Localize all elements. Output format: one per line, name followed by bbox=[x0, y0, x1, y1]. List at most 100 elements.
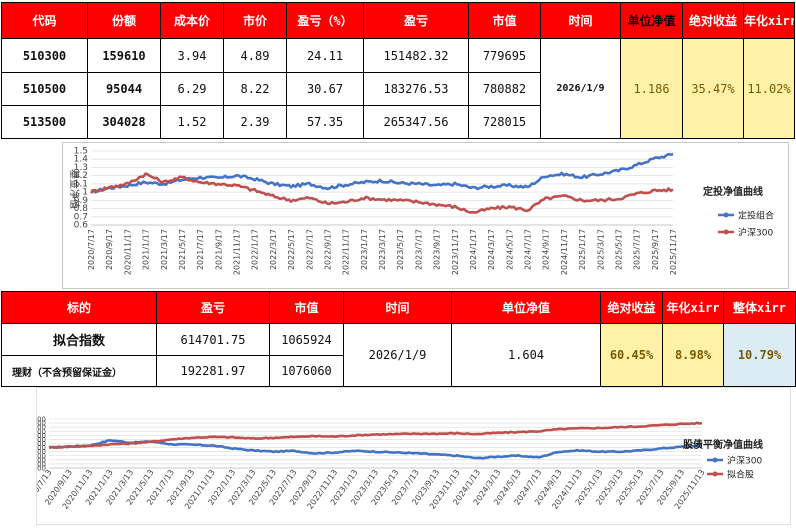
cell-xirr: 8.98% bbox=[662, 323, 724, 387]
cell-price: 2.39 bbox=[223, 105, 287, 139]
x-tick-label: 2023/5/17 bbox=[396, 229, 405, 270]
cell-pnl: 183276.53 bbox=[363, 72, 469, 106]
cell-pnl: 265347.56 bbox=[363, 105, 469, 139]
x-tick-label: 2024/9/17 bbox=[542, 229, 551, 270]
legend-marker bbox=[723, 229, 729, 235]
x-tick-label: 2022/7/17 bbox=[305, 229, 314, 270]
x-tick-label: 2021/3/17 bbox=[160, 229, 169, 270]
y-tick-label: 0.7 bbox=[74, 212, 88, 222]
legend-label: 沪深300 bbox=[738, 227, 773, 239]
x-tick-label: 2023/9/17 bbox=[433, 229, 442, 270]
cell-pnl: 192281.97 bbox=[156, 355, 270, 387]
cell-mv: 1065924 bbox=[269, 323, 344, 356]
x-tick-label: 2025/7/17 bbox=[633, 229, 642, 270]
y-tick-label: 1.4 bbox=[74, 155, 89, 165]
x-tick-label: 2023/1/17 bbox=[360, 229, 369, 270]
y-tick-label: 1.1 bbox=[74, 179, 88, 189]
table-row: 510300 159610 3.94 4.89 24.11 151482.32 … bbox=[1, 38, 795, 139]
x-tick-label: 2021/11/17 bbox=[233, 229, 242, 275]
legend-label: 拟合股 bbox=[727, 469, 754, 481]
cell-time: 2026/1/9 bbox=[343, 323, 452, 387]
series-line-1 bbox=[90, 152, 674, 194]
cell-unit-nav: 1.604 bbox=[451, 323, 601, 387]
x-tick-label: 2025/3/17 bbox=[596, 229, 605, 270]
x-tick-label: 2024/11/17 bbox=[560, 229, 569, 275]
x-tick-label: 2025/11/17 bbox=[669, 229, 678, 275]
header-time: 时间 bbox=[343, 291, 452, 324]
cell-mv: 779695 bbox=[468, 38, 541, 73]
x-tick-label: 2025/9/17 bbox=[651, 229, 660, 270]
x-tick-label: 2021/9/17 bbox=[214, 229, 223, 270]
x-tick-label: 2024/7/17 bbox=[524, 229, 533, 270]
x-tick-label: 2022/9/17 bbox=[323, 229, 332, 270]
x-tick-label: 2021/5/17 bbox=[178, 229, 187, 270]
header-xirr: 年化xirr bbox=[662, 291, 724, 324]
table-row: 理财（不含预留保证金） 192281.97 1076060 bbox=[1, 355, 796, 387]
y-tick-label: 1.5 bbox=[74, 147, 88, 157]
header-code: 代码 bbox=[1, 2, 88, 39]
cell-target: 理财（不含预留保证金） bbox=[1, 355, 157, 387]
header-pnl: 盈亏 bbox=[363, 2, 469, 39]
header-mv: 市值 bbox=[269, 291, 344, 324]
cell-pnl: 614701.75 bbox=[156, 323, 270, 356]
table-header-row: 代码 份额 成本价 市价 盈亏（%） 盈亏 市值 时间 单位净值 绝对收益 年化… bbox=[1, 2, 795, 39]
header-target: 标的 bbox=[1, 291, 157, 324]
cell-mv: 1076060 bbox=[269, 355, 344, 387]
legend-marker bbox=[723, 212, 729, 218]
y-axis-title: 基金净值 bbox=[68, 169, 81, 209]
x-tick-label: 2024/1/17 bbox=[469, 229, 478, 270]
header-mv: 市值 bbox=[468, 2, 541, 39]
x-tick-label: 2022/5/17 bbox=[287, 229, 296, 270]
series-line-2 bbox=[90, 172, 674, 214]
cell-cost: 1.52 bbox=[160, 105, 224, 139]
legend-marker bbox=[712, 457, 718, 463]
chart-balanced-nav-svg: 1.70001.60001.50001.40001.30001.20001.10… bbox=[22, 416, 764, 511]
cell-time: 2026/1/9 bbox=[540, 38, 621, 139]
legend-label: 定投组合 bbox=[738, 210, 774, 222]
header-time: 时间 bbox=[540, 2, 621, 39]
x-tick-label: 2020/9/17 bbox=[105, 229, 114, 270]
cell-shares: 95044 bbox=[87, 72, 161, 106]
table-row: 513500 304028 1.52 2.39 57.35 265347.56 … bbox=[1, 105, 795, 139]
cell-pnl: 151482.32 bbox=[363, 38, 469, 73]
summary-table: 标的 盈亏 市值 时间 单位净值 绝对收益 年化xirr 整体xirr 拟合指数… bbox=[1, 291, 796, 387]
x-tick-label: 2023/7/17 bbox=[414, 229, 423, 270]
cell-mv: 728015 bbox=[468, 105, 541, 139]
cell-code: 513500 bbox=[1, 105, 88, 139]
cell-target: 拟合指数 bbox=[1, 323, 157, 356]
cell-cost: 6.29 bbox=[160, 72, 224, 106]
x-tick-label: 2025/1/17 bbox=[578, 229, 587, 270]
cell-cost: 3.94 bbox=[160, 38, 224, 73]
table-header-row: 标的 盈亏 市值 时间 单位净值 绝对收益 年化xirr 整体xirr bbox=[1, 291, 796, 324]
legend-marker bbox=[712, 471, 718, 477]
x-tick-label: 2022/11/17 bbox=[342, 229, 351, 275]
cell-mv: 780882 bbox=[468, 72, 541, 106]
x-tick-label: 2021/1/17 bbox=[142, 229, 151, 270]
y-tick-label: 0.8 bbox=[74, 204, 89, 214]
chart-balanced-nav: 1.70001.60001.50001.40001.30001.20001.10… bbox=[22, 387, 791, 525]
header-abs-return: 绝对收益 bbox=[682, 2, 744, 39]
cell-unit-nav: 1.186 bbox=[620, 38, 683, 139]
legend-label: 沪深300 bbox=[727, 455, 762, 467]
cell-price: 8.22 bbox=[223, 72, 287, 106]
x-tick-label: 2020/11/17 bbox=[123, 229, 132, 275]
cell-pnl-pct: 24.11 bbox=[286, 38, 364, 73]
header-pnl-pct: 盈亏（%） bbox=[286, 2, 364, 39]
header-pnl: 盈亏 bbox=[156, 291, 270, 324]
cell-xirr: 11.02% bbox=[743, 38, 795, 139]
chart-title: 定投净值曲线 bbox=[703, 185, 763, 198]
header-unit-nav: 单位净值 bbox=[620, 2, 683, 39]
header-shares: 份额 bbox=[87, 2, 161, 39]
cell-code: 510500 bbox=[1, 72, 88, 106]
cell-abs-return: 60.45% bbox=[600, 323, 663, 387]
x-tick-label: 2022/3/17 bbox=[269, 229, 278, 270]
position-table: 代码 份额 成本价 市价 盈亏（%） 盈亏 市值 时间 单位净值 绝对收益 年化… bbox=[1, 2, 795, 139]
header-xirr: 年化xirr bbox=[743, 2, 795, 39]
chart-title: 股债平衡净值曲线 bbox=[683, 438, 763, 451]
header-unit-nav: 单位净值 bbox=[451, 291, 601, 324]
cell-code: 510300 bbox=[1, 38, 88, 73]
y-tick-label: 1.2 bbox=[74, 171, 88, 181]
header-cost: 成本价 bbox=[160, 2, 224, 39]
cell-abs-return: 35.47% bbox=[682, 38, 744, 139]
